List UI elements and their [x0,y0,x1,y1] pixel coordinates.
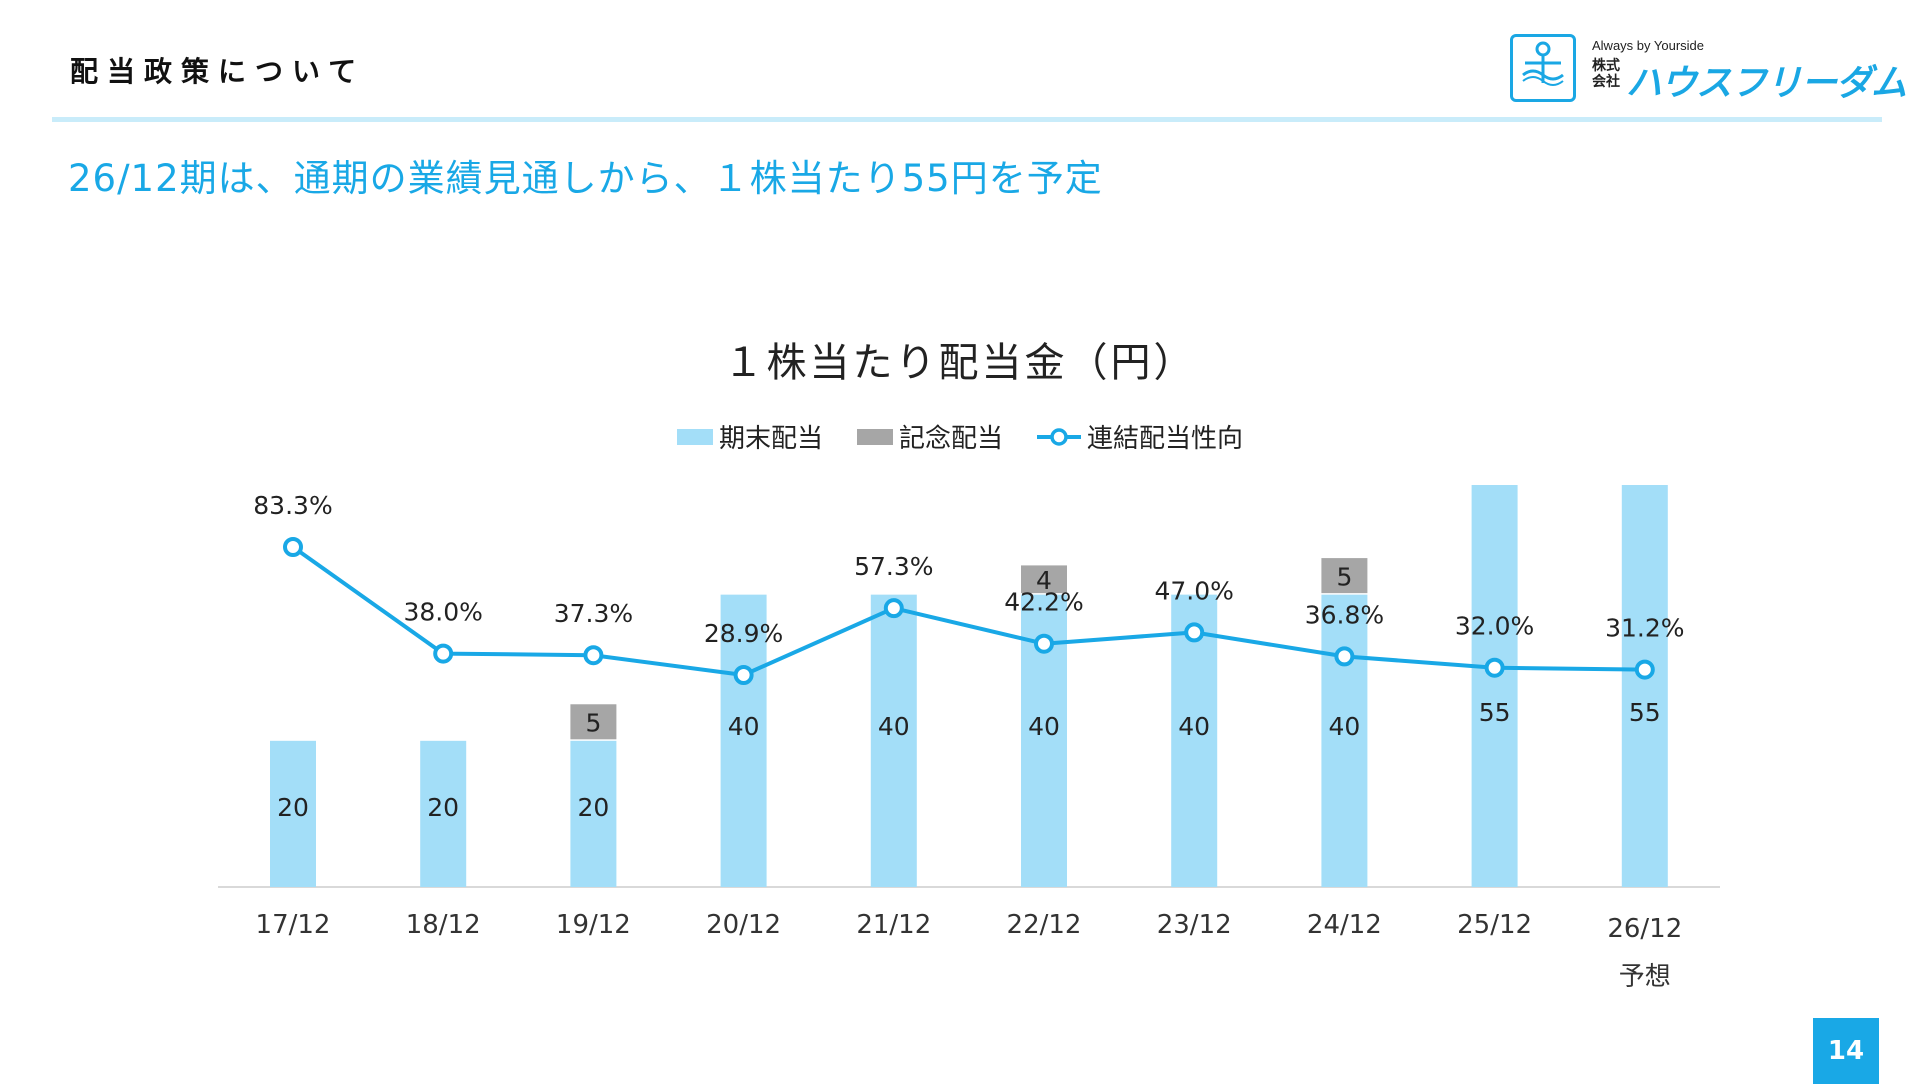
bar-period-end-21-12 [870,594,917,887]
bar-label-period-end: 55 [1629,698,1661,727]
x-tick-label: 24/12 [1307,910,1382,940]
x-tick-label: 25/12 [1457,910,1532,940]
bar-period-end-19-12 [570,740,617,887]
legend-item-payout-ratio: 連結配当性向 [1037,418,1243,455]
bar-label-period-end: 20 [277,793,309,822]
payout-ratio-line [291,545,1645,677]
payout-ratio-label: 42.2% [1004,588,1083,617]
payout-ratio-label: 38.0% [403,598,482,627]
bar-label-period-end: 40 [1328,712,1360,741]
bar-period-end-17-12 [270,740,316,887]
bar-label-memorial: 4 [1036,566,1052,595]
x-tick-sublabel: 予想 [1619,962,1671,992]
legend-label-period-end: 期末配当 [718,424,823,454]
x-tick-label: 17/12 [256,910,331,940]
payout-ratio-point [1184,622,1205,643]
x-tick-label: 19/12 [556,910,631,940]
bar-period-end-24-12 [1321,594,1368,887]
payout-ratio-label: 31.2% [1605,614,1684,643]
payout-ratio-point [733,665,754,685]
payout-ratio-point [283,537,303,557]
payout-ratio-point [583,645,604,666]
bar-label-period-end: 20 [577,793,609,822]
payout-ratio-label: 36.8% [1305,600,1384,629]
chart-title: １株当たり配当金（円） [723,340,1197,386]
bar-memorial-22-12 [1021,565,1067,594]
x-tick-label: 20/12 [706,910,781,940]
bar-period-end-26-12 [1621,485,1668,887]
x-tick-label: 26/12 [1607,914,1682,944]
payout-ratio-point [883,598,904,619]
bar-label-period-end: 20 [427,793,459,822]
header-divider [52,117,1882,122]
bar-period-end-20-12 [720,594,767,887]
payout-ratio-label: 37.3% [554,599,633,628]
bar-label-period-end: 40 [1028,712,1060,741]
payout-ratio-label: 32.0% [1455,612,1534,641]
x-tick-label: 18/12 [406,910,481,940]
payout-ratio-point [1634,659,1655,680]
bar-label-memorial: 5 [585,709,601,738]
logo-company-type: 株式会社 [1592,58,1620,90]
legend-item-memorial: 記念配当 [856,418,1003,455]
x-tick-label: 21/12 [856,910,931,940]
slide-subtitle: 26/12期は、通期の業績見通しから、１株当たり55円を予定 [68,157,1103,200]
legend-swatch-payout-ratio [1037,427,1081,446]
logo-company-name: ハウスフリーダム [1626,63,1907,104]
legend-swatch-period-end [676,428,713,445]
bar-period-end-25-12 [1471,485,1518,887]
payout-ratio-point [433,643,454,664]
legend-item-period-end: 期末配当 [676,418,823,455]
legend-swatch-memorial [856,428,893,445]
chart-legend: 期末配当 記念配当 連結配当性向 [0,418,1920,455]
payout-ratio-point [1334,646,1355,667]
x-tick-label: 22/12 [1007,910,1082,940]
payout-ratio-label: 57.3% [854,552,933,581]
bar-label-period-end: 40 [728,712,760,741]
bar-label-period-end: 55 [1479,698,1511,727]
payout-ratio-label: 47.0% [1154,576,1233,605]
payout-ratio-point [1034,633,1054,654]
bar-memorial-24-12 [1321,558,1368,594]
bar-label-period-end: 40 [1178,712,1210,741]
payout-ratio-label: 83.3% [253,491,332,520]
legend-label-memorial: 記念配当 [898,424,1003,454]
payout-ratio-label: 28.9% [704,619,783,648]
house-freedom-logo-icon [1510,34,1576,102]
x-tick-label: 23/12 [1157,910,1232,940]
legend-label-payout-ratio: 連結配当性向 [1087,424,1244,454]
bar-period-end-23-12 [1171,594,1218,887]
logo-tagline: Always by Yourside [1592,38,1705,53]
bar-label-memorial: 5 [1336,562,1352,591]
payout-ratio-point [1484,657,1505,678]
bar-period-end-18-12 [420,740,467,887]
page-number: 14 [1813,1018,1879,1084]
bar-label-period-end: 40 [878,712,910,741]
bar-memorial-19-12 [570,704,617,740]
company-logo: Always by Yourside 株式会社 ハウスフリーダム [1510,34,1907,106]
page-heading: 配当政策について [70,55,366,88]
